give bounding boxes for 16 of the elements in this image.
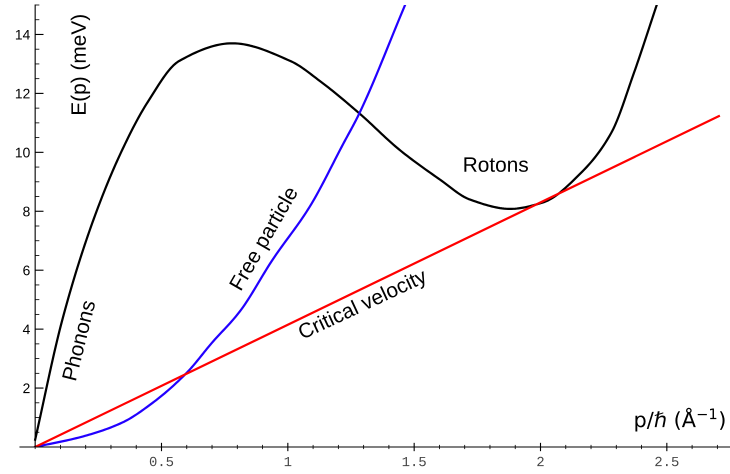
y-tick-label: 6 [23, 266, 30, 276]
y-tick-label: 4 [22, 324, 30, 334]
annotation: Phonons [61, 299, 96, 381]
y-tick-label: 2 [23, 383, 30, 394]
x-tick-label: 1 [284, 456, 292, 466]
y-tick-label: 14 [16, 30, 30, 40]
y-tick-label: 8 [23, 206, 30, 216]
y-tick-label: 10 [16, 148, 30, 158]
y-tick-label: 12 [16, 88, 30, 98]
annotation: Rotons [464, 157, 528, 172]
x-tick-label: 2 [537, 456, 544, 466]
x-tick-label: 0.5 [150, 456, 174, 466]
x-axis-title: p/ℏ (Å$^{−1}$) [635, 408, 725, 432]
x-tick-label: 1.5 [402, 456, 426, 466]
x-tick-label: 2.5 [655, 456, 678, 466]
y-axis-title: E(p) (meV) [70, 15, 90, 114]
